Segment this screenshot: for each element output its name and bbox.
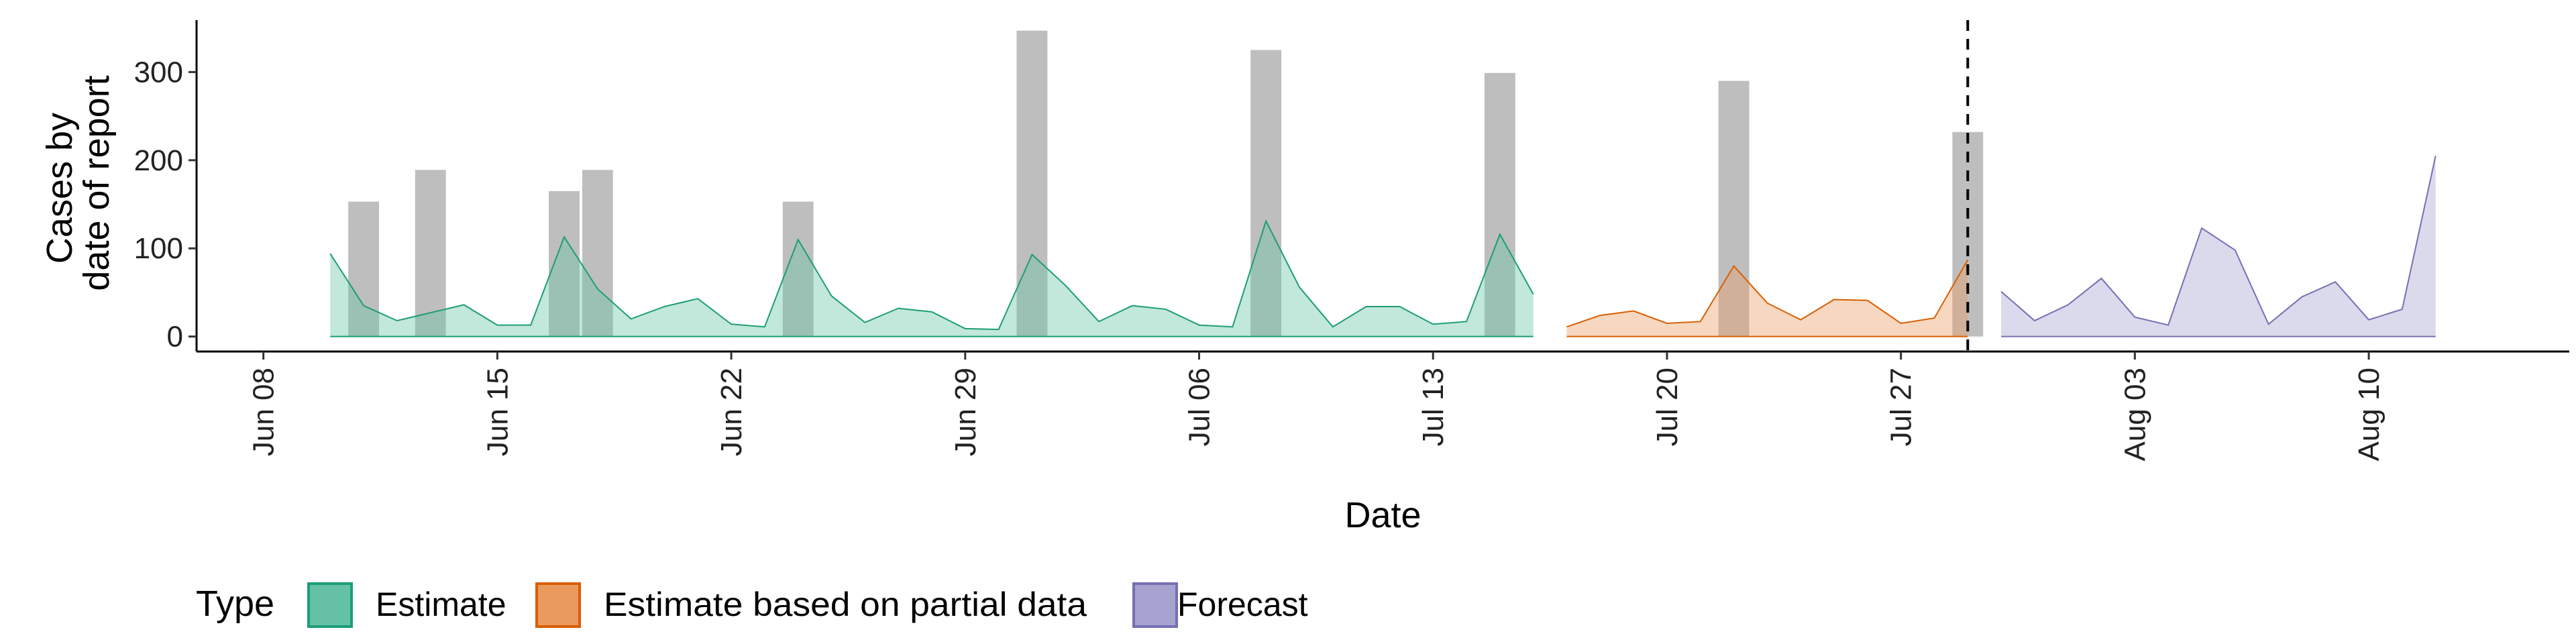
x-tick-label-0: Jun 08 bbox=[248, 368, 280, 456]
bar-3 bbox=[582, 170, 613, 337]
bar-1 bbox=[415, 170, 446, 337]
x-ticks: Jun 08 Jun 15 Jun 22 Jun 29 Jul 06 Jul 13 Jul … bbox=[248, 352, 2385, 461]
x-tick-label-6: Jul 20 bbox=[1651, 368, 1684, 446]
bar-0 bbox=[348, 201, 380, 337]
legend: Type Estimate Estimate based on partial d… bbox=[196, 582, 1308, 628]
y-axis-title-line1: Cases by bbox=[40, 113, 80, 264]
bar-5 bbox=[1016, 30, 1048, 337]
x-tick-label-5: Jul 13 bbox=[1417, 368, 1450, 446]
y-tick-label-1: 100 bbox=[134, 232, 183, 265]
series-line-2 bbox=[2000, 156, 2436, 326]
legend-key-0 bbox=[307, 582, 353, 628]
area-layer bbox=[329, 156, 2436, 337]
series-area-0 bbox=[330, 221, 1534, 337]
x-tick-label-7: Jul 27 bbox=[1885, 368, 1918, 446]
x-axis-title: Date bbox=[1344, 495, 1421, 535]
x-tick-label-2: Jun 22 bbox=[715, 368, 748, 456]
legend-label-2: Forecast bbox=[1177, 586, 1308, 623]
series-line-0 bbox=[329, 219, 1534, 331]
y-ticks: 0 100 200 300 bbox=[134, 56, 197, 354]
y-axis-title-line2: date of report bbox=[76, 75, 117, 290]
legend-label-0: Estimate bbox=[376, 586, 506, 623]
y-axis-title: Cases by date of report bbox=[40, 75, 117, 290]
y-tick-label-3: 300 bbox=[134, 56, 183, 89]
legend-key-2 bbox=[1132, 582, 1178, 628]
legend-label-1: Estimate based on partial data bbox=[604, 586, 1087, 623]
bar-8 bbox=[1718, 80, 1750, 337]
y-tick-label-0: 0 bbox=[167, 321, 183, 354]
axes-layer bbox=[195, 20, 2569, 353]
x-tick-label-8: Aug 03 bbox=[2118, 368, 2151, 461]
series-area-1 bbox=[1566, 260, 1968, 337]
legend-title: Type bbox=[196, 584, 274, 624]
legend-key-1 bbox=[535, 582, 581, 628]
x-tick-label-3: Jun 29 bbox=[949, 368, 982, 456]
series-line-1 bbox=[1566, 259, 1969, 328]
x-tick-label-9: Aug 10 bbox=[2353, 368, 2385, 461]
y-tick-label-2: 200 bbox=[134, 144, 183, 177]
bar-4 bbox=[782, 201, 814, 337]
x-tick-label-4: Jul 06 bbox=[1183, 368, 1216, 446]
series-area-2 bbox=[2001, 156, 2436, 337]
x-tick-label-1: Jun 15 bbox=[481, 368, 514, 456]
bar-6 bbox=[1250, 50, 1282, 337]
bar-7 bbox=[1484, 72, 1515, 337]
